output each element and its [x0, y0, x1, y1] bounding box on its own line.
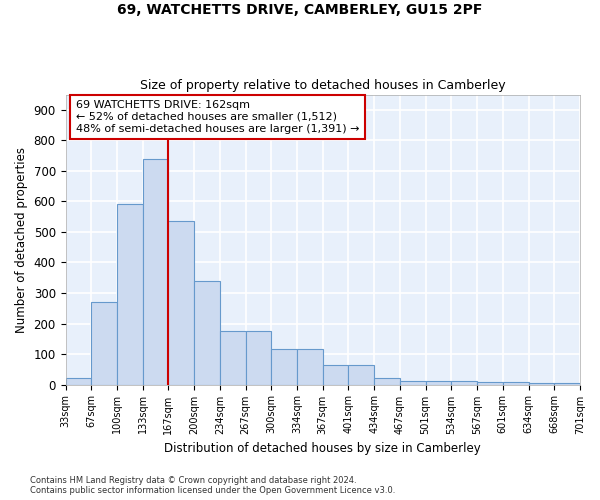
Bar [271, 348, 297, 384]
Bar [400, 381, 425, 384]
Bar [349, 364, 374, 384]
Bar [477, 382, 503, 384]
Bar [529, 383, 554, 384]
Text: 69 WATCHETTS DRIVE: 162sqm
← 52% of detached houses are smaller (1,512)
48% of s: 69 WATCHETTS DRIVE: 162sqm ← 52% of deta… [76, 100, 359, 134]
Bar [220, 331, 245, 384]
Bar [554, 383, 580, 384]
Bar [425, 381, 451, 384]
Bar [245, 331, 271, 384]
Bar [297, 348, 323, 384]
Bar [169, 221, 194, 384]
Bar [117, 204, 143, 384]
Bar [65, 378, 91, 384]
Bar [194, 281, 220, 384]
Bar [91, 302, 117, 384]
Bar [451, 381, 477, 384]
Text: 69, WATCHETTS DRIVE, CAMBERLEY, GU15 2PF: 69, WATCHETTS DRIVE, CAMBERLEY, GU15 2PF [118, 2, 482, 16]
Text: Contains HM Land Registry data © Crown copyright and database right 2024.
Contai: Contains HM Land Registry data © Crown c… [30, 476, 395, 495]
Bar [143, 158, 169, 384]
Y-axis label: Number of detached properties: Number of detached properties [15, 146, 28, 332]
Bar [374, 378, 400, 384]
X-axis label: Distribution of detached houses by size in Camberley: Distribution of detached houses by size … [164, 442, 481, 455]
Bar [323, 364, 349, 384]
Bar [503, 382, 529, 384]
Title: Size of property relative to detached houses in Camberley: Size of property relative to detached ho… [140, 79, 506, 92]
